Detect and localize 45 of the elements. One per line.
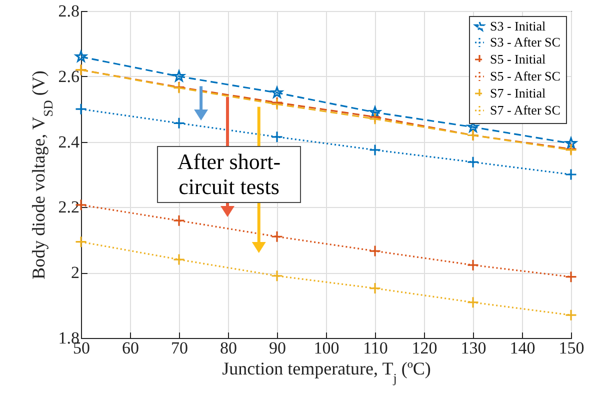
legend-label: S3 - After SC (490, 34, 560, 50)
point (75, 50, 87, 62)
point (270, 270, 284, 282)
legend-label: S5 - After SC (490, 68, 560, 84)
y-tick-label: 2.4 (58, 132, 80, 152)
legend-label: S5 - Initial (490, 52, 546, 66)
point (466, 296, 480, 308)
x-tick-label: 120 (412, 338, 438, 358)
x-tick-label: 130 (460, 338, 486, 358)
legend-label: S3 - Initial (490, 18, 546, 34)
x-tick-label: 80 (220, 338, 237, 358)
point (564, 270, 578, 283)
point (466, 156, 480, 168)
point (368, 144, 382, 156)
point (74, 103, 88, 116)
point (270, 230, 284, 243)
x-tick-label: 100 (314, 338, 340, 358)
point (74, 236, 88, 248)
x-tick-label: 70 (171, 338, 188, 358)
x-tick-label: 110 (363, 338, 388, 358)
y-tick-label: 2.2 (58, 198, 80, 217)
legend-label: S7 - After SC (490, 102, 560, 118)
y-tick-label: 2.6 (58, 66, 80, 86)
point (368, 282, 382, 294)
x-tick-label: 140 (510, 338, 536, 358)
point (369, 106, 381, 118)
x-tick-label: 150 (558, 338, 584, 358)
y-tick-label: 2 (71, 263, 80, 282)
point (564, 168, 578, 181)
x-tick-label: 60 (122, 338, 139, 358)
y-tick-label: 2.8 (58, 2, 80, 20)
x-axis-title: Junction temperature, T$_{j}$ (ºC) (222, 358, 431, 385)
point (466, 259, 480, 272)
annotation: After short-circuit tests (157, 146, 301, 203)
point (270, 130, 284, 143)
point (173, 70, 185, 82)
point (172, 117, 186, 130)
point (564, 309, 578, 322)
point (172, 253, 186, 266)
legend-label: S7 - Initial (490, 86, 546, 100)
point (271, 86, 283, 98)
point (368, 244, 382, 258)
point (172, 214, 186, 227)
point (565, 137, 577, 148)
x-tick-label: 90 (269, 338, 286, 358)
